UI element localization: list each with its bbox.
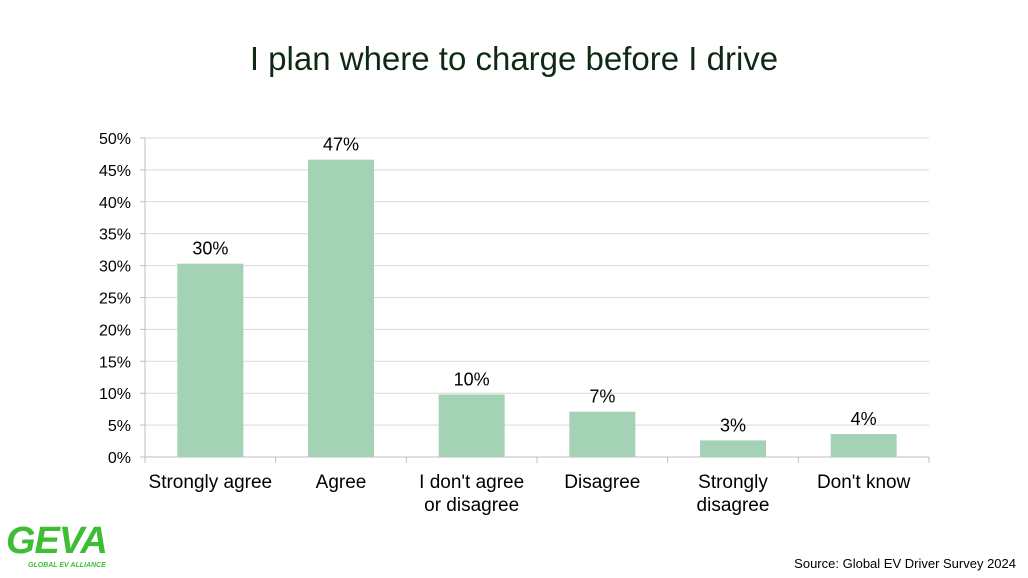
y-tick-label: 25% bbox=[99, 291, 131, 308]
y-tick-label: 15% bbox=[99, 354, 131, 371]
logo-subtitle: GLOBAL EV ALLIANCE bbox=[28, 562, 106, 569]
category-label: Strongly bbox=[698, 472, 768, 493]
y-tick-label: 0% bbox=[108, 450, 131, 467]
y-tick-label: 20% bbox=[99, 322, 131, 339]
data-label: 7% bbox=[589, 387, 615, 407]
bar bbox=[569, 411, 636, 457]
bar bbox=[830, 434, 897, 457]
y-tick-label: 30% bbox=[99, 259, 131, 276]
y-tick-label: 40% bbox=[99, 195, 131, 212]
category-label: Strongly agree bbox=[149, 472, 273, 493]
data-label: 47% bbox=[323, 135, 359, 155]
bar bbox=[438, 394, 505, 457]
category-label: Disagree bbox=[564, 472, 640, 493]
category-label: I don't agree bbox=[419, 472, 524, 493]
bar bbox=[177, 263, 244, 457]
chart-title: I plan where to charge before I drive bbox=[249, 40, 779, 77]
y-tick-label: 45% bbox=[99, 163, 131, 180]
category-label: or disagree bbox=[424, 495, 519, 516]
source-note: Source: Global EV Driver Survey 2024 bbox=[794, 556, 1016, 571]
data-label: 4% bbox=[851, 409, 877, 429]
category-label: Agree bbox=[316, 472, 367, 493]
geva-logo: GEVA GLOBAL EV ALLIANCE bbox=[4, 520, 124, 576]
y-tick-label: 50% bbox=[99, 131, 131, 148]
category-label: Don't know bbox=[817, 472, 911, 493]
data-label: 30% bbox=[192, 239, 228, 259]
y-tick-label: 35% bbox=[99, 227, 131, 244]
y-tick-label: 10% bbox=[99, 386, 131, 403]
data-label: 10% bbox=[454, 369, 490, 389]
bar bbox=[308, 159, 374, 457]
y-tick-label: 5% bbox=[108, 418, 131, 435]
logo-text: GEVA bbox=[6, 520, 108, 562]
bar bbox=[700, 440, 766, 457]
data-label: 3% bbox=[720, 415, 746, 435]
category-label: disagree bbox=[697, 495, 770, 516]
